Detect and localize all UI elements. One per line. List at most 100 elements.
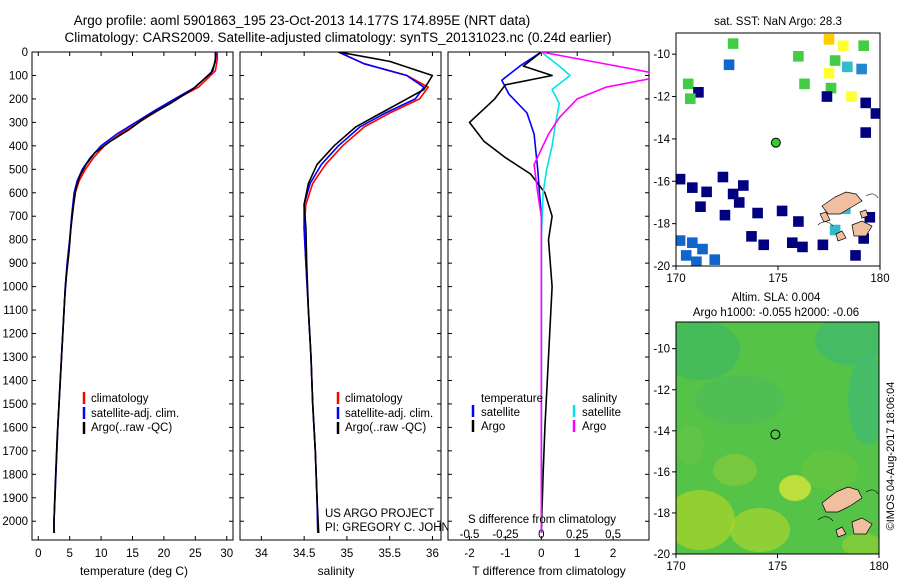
sst-cell xyxy=(682,78,694,90)
sst-cell xyxy=(684,93,696,104)
sst-cell xyxy=(786,237,798,248)
sst-cell xyxy=(752,207,763,219)
map-lat-label: -18 xyxy=(653,219,670,231)
legend-salinity-title: salinity xyxy=(582,393,617,405)
x-tick-label: 34 xyxy=(255,548,268,560)
depth-tick-label: 100 xyxy=(9,70,28,82)
x-tick-label: 35.5 xyxy=(378,548,400,560)
sal-legend-climatology-label: climatology xyxy=(345,393,403,405)
sst-cell xyxy=(680,250,692,261)
sst-cell xyxy=(727,38,739,49)
x-tick-label: 36 xyxy=(426,548,439,560)
sla-field xyxy=(676,322,879,554)
title-line-1: Argo profile: aoml 5901863_195 23-Oct-20… xyxy=(74,13,531,28)
sla-map-axes: 170 175 180 -10 -12 -14 -16 -18 -20 xyxy=(653,344,888,573)
map-lat-label: -12 xyxy=(653,385,670,397)
temperature-xlabel: temperature (deg C) xyxy=(80,564,188,578)
legend-temp-argo-label: Argo xyxy=(481,421,505,433)
map-lat-label: -16 xyxy=(653,467,670,479)
x-tick-label: 5 xyxy=(66,548,72,560)
sst-cell xyxy=(776,205,788,217)
map-lon-label: 180 xyxy=(870,273,889,285)
sst-cell xyxy=(823,67,835,79)
map-lat-label: -10 xyxy=(653,344,670,356)
sst-cell xyxy=(860,97,872,109)
x-tick-label: 20 xyxy=(158,548,171,560)
temperature-x-axis: 0 5 10 15 20 25 30 xyxy=(35,52,233,560)
legend-sal-satellite-label: satellite xyxy=(582,407,621,419)
top-tick-label: -0.5 xyxy=(460,529,480,541)
sst-cell xyxy=(691,256,702,266)
salinity-xlabel: salinity xyxy=(318,564,355,578)
depth-tick-label: 0 xyxy=(22,47,28,59)
map-lat-label: -16 xyxy=(653,176,670,188)
sst-cell xyxy=(799,78,810,90)
sst-cell xyxy=(693,87,704,98)
x-tick-label: 0 xyxy=(35,548,41,560)
temperature-depth-axis: 0 100 200 300 400 500 600 700 800 900 1000 1100 1200… xyxy=(2,47,233,528)
map-lat-label: -20 xyxy=(653,549,670,561)
sst-cell xyxy=(846,91,857,102)
sst-cell xyxy=(842,61,853,73)
title-line-2: Climatology: CARS2009. Satellite-adjuste… xyxy=(64,30,611,45)
sst-cell xyxy=(727,188,739,200)
sst-cell xyxy=(758,239,770,251)
series-line xyxy=(468,52,553,534)
series-line xyxy=(303,52,434,534)
salinity-x-axis: 34 34.5 35 35.5 36 xyxy=(255,52,439,560)
project-credit-line-1: US ARGO PROJECT xyxy=(325,508,434,520)
salinity-series xyxy=(303,52,434,534)
depth-tick-label: 1800 xyxy=(2,469,28,481)
sst-cell xyxy=(687,237,698,248)
sst-map: sat. SST: NaN Argo: 28.3 170 175 180 -10 -12… xyxy=(653,16,889,285)
x-tick-label: 0 xyxy=(538,548,544,560)
depth-tick-label: 1100 xyxy=(3,305,28,317)
difference-depth-ticks xyxy=(448,51,649,522)
depth-tick-label: 500 xyxy=(9,164,28,176)
x-tick-label: 30 xyxy=(220,548,233,560)
depth-tick-label: 2000 xyxy=(2,516,28,528)
salinity-legend: climatology satellite-adj. clim. Argo(..… xyxy=(336,392,433,434)
sst-cell xyxy=(701,186,712,198)
series-line xyxy=(53,52,217,533)
sst-cell xyxy=(695,201,706,212)
x-tick-label: 1 xyxy=(574,548,580,560)
sst-cell xyxy=(676,235,686,246)
temperature-legend: climatology satellite-adj. clim. Argo(..… xyxy=(82,392,179,434)
top-tick-label: -0.25 xyxy=(492,529,518,541)
sst-cell xyxy=(821,91,833,102)
difference-x-axis: -2 -1 0 1 2 -0.5 -0.25 0 0.25 0.5 xyxy=(460,52,621,560)
sst-cell xyxy=(823,34,835,45)
t-difference-label: T difference from climatology xyxy=(472,564,626,578)
sst-cell xyxy=(723,59,735,71)
sst-map-axes: 170 175 180 -10 -12 -14 -16 -18 -20 xyxy=(653,49,889,285)
project-credit-line-2: PI: GREGORY C. JOHNSON xyxy=(325,522,475,534)
map-lat-label: -20 xyxy=(653,261,670,273)
map-lon-label: 175 xyxy=(768,273,787,285)
sst-map-title: sat. SST: NaN Argo: 28.3 xyxy=(714,16,842,28)
top-tick-label: 0.25 xyxy=(566,529,588,541)
sal-legend-satellite-label: satellite-adj. clim. xyxy=(345,408,433,420)
s-difference-label: S difference from climatology xyxy=(468,514,616,526)
x-tick-label: 2 xyxy=(610,548,616,560)
sst-cells xyxy=(676,34,880,266)
depth-tick-label: 1900 xyxy=(2,493,28,505)
sst-cell xyxy=(687,182,698,193)
map-lat-label: -18 xyxy=(653,508,670,520)
temperature-series xyxy=(53,52,219,533)
sst-cell xyxy=(717,171,729,183)
depth-tick-label: 1200 xyxy=(2,329,28,341)
salinity-panel: 34 34.5 35 35.5 36 salinity climatology sate… xyxy=(239,51,475,578)
sst-cell xyxy=(676,173,686,185)
depth-tick-label: 1400 xyxy=(2,375,28,387)
sla-map: Altim. SLA: 0.004 Argo h1000: -0.055 h20… xyxy=(653,292,888,573)
depth-tick-label: 1000 xyxy=(2,282,28,294)
legend-satellite-label: satellite-adj. clim. xyxy=(91,408,179,420)
map-lat-label: -14 xyxy=(653,426,670,438)
map-lat-label: -14 xyxy=(653,134,670,146)
depth-tick-label: 800 xyxy=(9,235,28,247)
difference-legend: temperature satellite Argo salinity sate… xyxy=(471,393,621,433)
legend-temp-satellite-label: satellite xyxy=(481,407,520,419)
x-tick-label: 34.5 xyxy=(293,548,315,560)
